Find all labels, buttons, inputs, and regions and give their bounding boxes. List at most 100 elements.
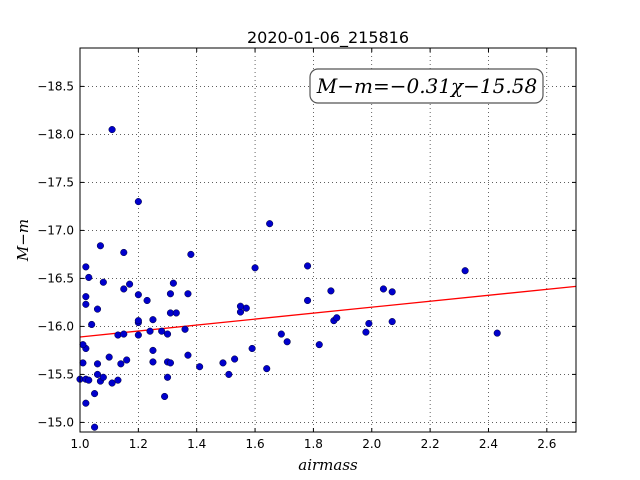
data-point — [225, 370, 233, 378]
x-tick-label: 1.4 — [187, 437, 206, 451]
data-point — [181, 325, 189, 333]
data-point — [82, 293, 90, 301]
y-tick-label: −18.0 — [37, 127, 74, 141]
data-point — [96, 242, 104, 250]
data-point — [315, 341, 323, 349]
y-tick-label: −16.5 — [37, 271, 74, 285]
data-point — [120, 285, 128, 293]
data-point — [93, 305, 102, 313]
data-point — [166, 359, 174, 367]
data-point — [120, 330, 128, 338]
data-point — [388, 318, 396, 326]
data-point — [248, 344, 256, 353]
chart-title: 2020-01-06_215816 — [247, 28, 409, 48]
data-point — [114, 331, 122, 339]
data-point — [79, 359, 87, 367]
y-axis-label: M−m — [14, 219, 32, 262]
data-point — [134, 331, 142, 339]
x-tick-label: 1.6 — [246, 437, 265, 451]
data-point — [493, 329, 501, 337]
x-axis-ticks: 1.0 1.2 1.4 1.6 1.8 2.0 2.2 2.4 2.6 — [70, 48, 556, 451]
data-point — [120, 248, 128, 257]
data-point — [108, 379, 116, 387]
data-point — [362, 328, 370, 336]
data-point — [93, 360, 102, 368]
data-point — [82, 263, 90, 271]
x-tick-label: 2.2 — [421, 437, 440, 451]
annotation-box — [309, 68, 544, 104]
plot-frame — [79, 47, 577, 433]
x-tick-label: 1.0 — [70, 437, 89, 451]
data-point — [105, 353, 113, 361]
data-point — [461, 267, 469, 275]
data-point — [149, 316, 157, 324]
data-point — [231, 355, 239, 363]
data-point — [283, 338, 291, 346]
data-point — [388, 288, 396, 296]
y-axis-ticks: −15.0 −15.5 −16.0 −16.5 −17.0 −17.5 −18.0 −18.5 — [37, 79, 576, 429]
data-point — [379, 285, 387, 293]
data-point — [277, 330, 285, 338]
data-point — [187, 250, 195, 258]
data-point — [91, 423, 99, 431]
x-tick-label: 2.0 — [362, 437, 381, 451]
data-point — [114, 376, 122, 384]
data-point — [82, 399, 90, 407]
data-point — [126, 280, 134, 288]
data-point — [88, 320, 96, 329]
data-point — [219, 359, 227, 367]
data-point — [99, 373, 107, 381]
data-point — [134, 291, 142, 299]
data-point — [184, 290, 192, 298]
data-point — [304, 262, 312, 270]
data-point — [172, 309, 180, 317]
data-point — [93, 370, 102, 378]
data-point — [149, 358, 157, 366]
data-point — [108, 126, 116, 134]
data-point — [79, 341, 87, 349]
data-point — [163, 330, 172, 338]
data-point — [169, 279, 177, 287]
data-point — [161, 392, 169, 401]
x-tick-label: 1.2 — [129, 437, 148, 451]
y-tick-label: −15.0 — [37, 415, 74, 429]
y-tick-label: −15.5 — [37, 367, 74, 381]
data-point — [266, 220, 274, 228]
data-point — [85, 273, 93, 281]
x-tick-label: 2.4 — [479, 437, 498, 451]
y-tick-label: −18.5 — [37, 79, 74, 93]
data-point — [236, 302, 245, 310]
data-point — [333, 314, 341, 322]
data-point — [143, 296, 151, 305]
y-tick-label: −17.0 — [37, 223, 74, 237]
data-point — [263, 365, 271, 373]
equation-annotation: M−m=−0.31χ−15.58 — [309, 68, 544, 104]
data-point — [327, 287, 335, 295]
data-point — [196, 363, 204, 371]
data-point — [163, 373, 172, 381]
data-point — [365, 319, 373, 328]
data-point — [82, 300, 90, 308]
data-point — [117, 360, 125, 368]
points-group — [76, 126, 501, 431]
data-point — [184, 351, 192, 359]
data-point — [91, 390, 99, 398]
data-point — [99, 278, 107, 286]
data-point — [134, 317, 142, 325]
data-point — [149, 346, 157, 354]
data-point — [304, 296, 312, 305]
data-point — [158, 327, 166, 335]
annotation-text: M−m=−0.31χ−15.58 — [316, 74, 537, 98]
y-tick-label: −17.5 — [37, 175, 74, 189]
x-tick-label: 2.6 — [537, 437, 556, 451]
data-point — [85, 376, 93, 384]
y-tick-label: −16.0 — [37, 319, 74, 333]
data-point — [166, 290, 174, 298]
x-tick-label: 1.8 — [304, 437, 323, 451]
x-axis-label: airmass — [298, 456, 358, 474]
data-point — [123, 356, 131, 364]
data-point — [134, 198, 142, 206]
data-point — [251, 264, 259, 272]
data-point — [146, 327, 154, 335]
